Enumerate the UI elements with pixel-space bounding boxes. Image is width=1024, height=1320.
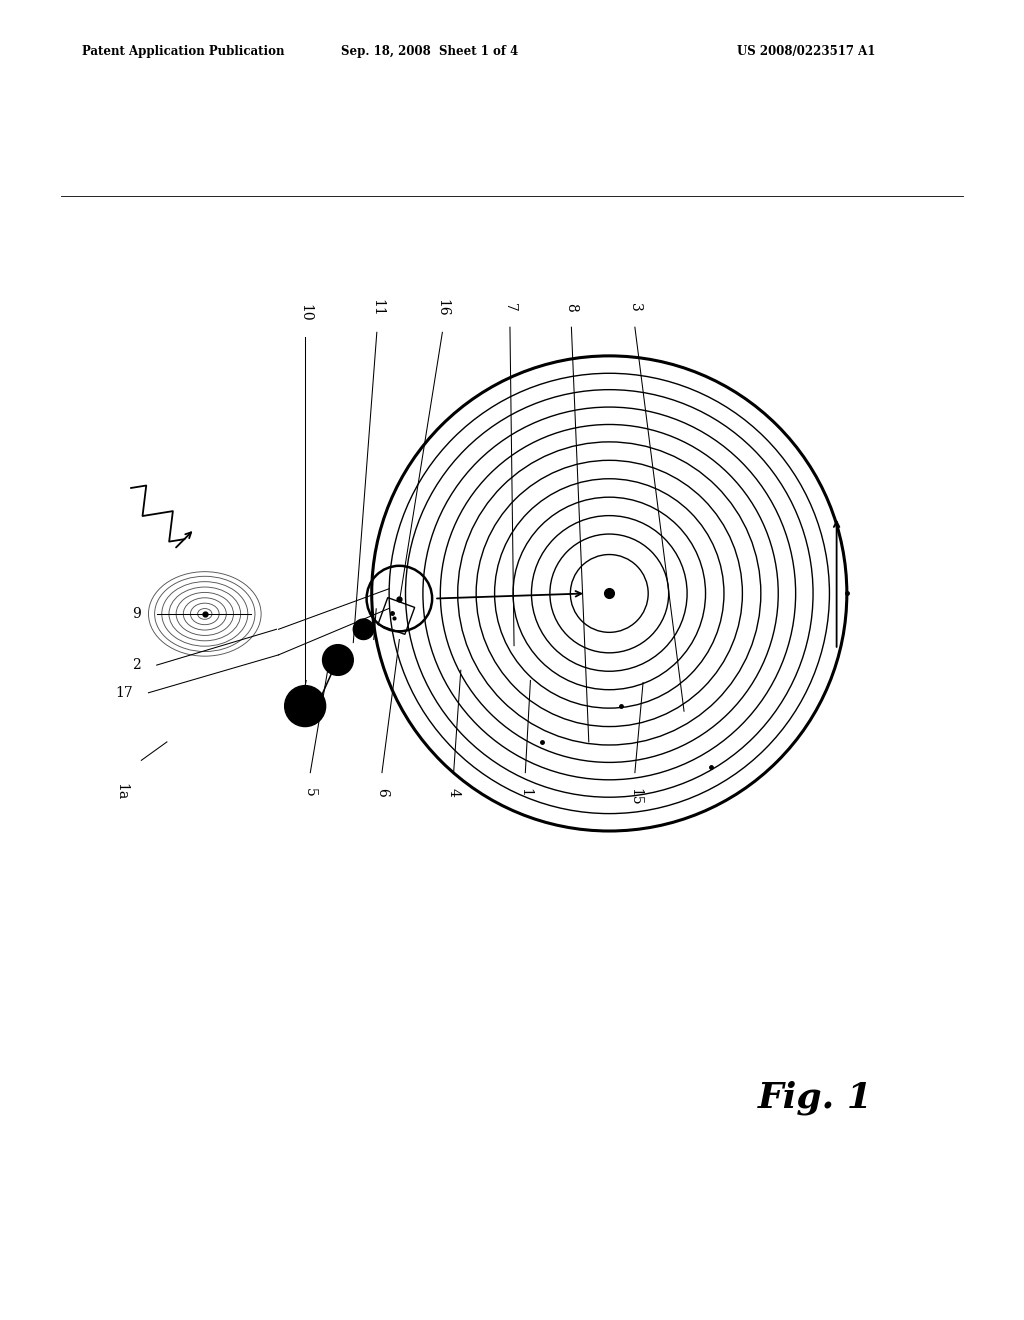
Circle shape	[323, 644, 353, 676]
Text: 11: 11	[370, 300, 384, 317]
Text: 2: 2	[132, 659, 141, 672]
Text: Sep. 18, 2008  Sheet 1 of 4: Sep. 18, 2008 Sheet 1 of 4	[341, 45, 519, 58]
Text: 5: 5	[303, 788, 317, 797]
Text: 7: 7	[503, 304, 517, 312]
Text: 1a: 1a	[114, 783, 128, 800]
Bar	[378, 598, 415, 635]
Text: Patent Application Publication: Patent Application Publication	[82, 45, 285, 58]
Circle shape	[285, 685, 326, 726]
Circle shape	[353, 619, 374, 639]
Text: 3: 3	[628, 304, 642, 312]
Text: 15: 15	[628, 788, 642, 805]
Text: 9: 9	[132, 607, 141, 620]
Text: 6: 6	[375, 788, 389, 797]
Text: 16: 16	[435, 300, 450, 317]
Text: Fig. 1: Fig. 1	[758, 1081, 872, 1115]
Text: 8: 8	[564, 304, 579, 312]
Text: US 2008/0223517 A1: US 2008/0223517 A1	[737, 45, 876, 58]
Text: 17: 17	[116, 686, 133, 700]
Text: 1: 1	[518, 788, 532, 797]
Text: 10: 10	[298, 305, 312, 322]
Text: 4: 4	[446, 788, 461, 797]
